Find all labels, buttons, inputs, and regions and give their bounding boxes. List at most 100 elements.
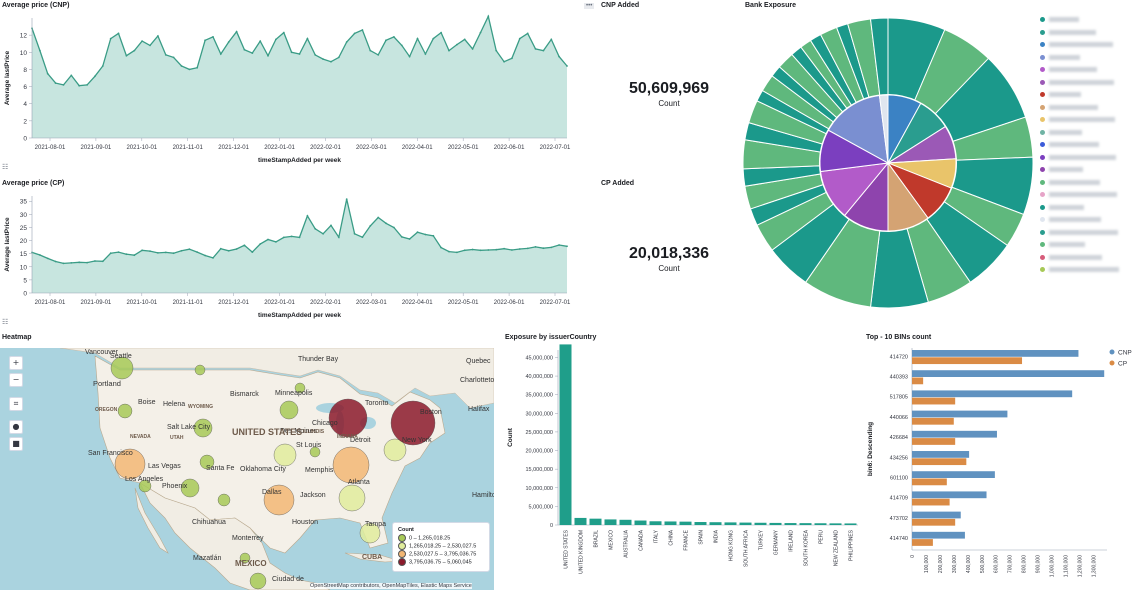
panel-menu-icon[interactable]: ☷	[2, 319, 9, 326]
city-label: Hamilton	[472, 492, 494, 499]
data-point	[550, 38, 553, 41]
bar	[814, 523, 827, 525]
legend-item[interactable]	[1040, 227, 1140, 240]
data-point	[322, 232, 324, 235]
legend-item[interactable]	[1040, 239, 1140, 252]
legend-item[interactable]	[1040, 27, 1140, 40]
legend-item[interactable]	[1040, 52, 1140, 65]
y-tick-label: 4	[23, 101, 27, 108]
map-bubble	[390, 400, 436, 446]
data-point	[424, 233, 427, 236]
y-tick-label: 0	[23, 136, 27, 143]
city-label: Halifax	[468, 406, 490, 413]
map-legend-item: 1,265,018.25 – 2,530,027.5	[398, 542, 484, 550]
data-point	[463, 38, 466, 41]
redacted-label	[1049, 79, 1114, 85]
data-point	[172, 252, 175, 255]
legend-item[interactable]	[1040, 127, 1140, 140]
x-tick-label: PERU	[819, 530, 825, 544]
city-label: UNITED STATES	[232, 427, 302, 437]
data-point	[385, 39, 387, 42]
legend-item[interactable]	[1040, 114, 1140, 127]
city-label: Seattle	[110, 353, 132, 360]
panel-menu-icon[interactable]: ☷	[2, 164, 9, 171]
x-tick-label: 200,000	[938, 555, 944, 573]
y-tick-label: 414740	[890, 536, 908, 542]
y-tick-label: 440066	[890, 415, 908, 421]
legend-item[interactable]	[1040, 164, 1140, 177]
legend-item[interactable]	[1040, 139, 1140, 152]
map-bubble	[180, 478, 200, 498]
data-point	[393, 226, 395, 229]
layers-icon[interactable]: ●	[9, 420, 23, 434]
bar	[709, 522, 722, 525]
x-tick-label: 2021-10-01	[126, 145, 157, 151]
legend-item[interactable]	[1040, 177, 1140, 190]
zoom-out-button[interactable]: −	[9, 373, 23, 387]
zoom-in-button[interactable]: +	[9, 356, 23, 370]
data-point	[157, 35, 159, 37]
legend-swatch	[1040, 204, 1045, 210]
legend-item[interactable]	[1040, 102, 1140, 115]
x-tick-label: 2022-06-01	[494, 145, 525, 151]
data-point	[243, 48, 246, 51]
bar	[649, 521, 662, 525]
canada-land	[59, 348, 494, 409]
legend-item[interactable]	[1040, 14, 1140, 27]
y-tick-label: 426684	[890, 435, 908, 441]
legend-item[interactable]	[1040, 64, 1140, 77]
x-axis-title: timeStampAdded per week	[258, 157, 341, 164]
x-tick-label: 2021-11-01	[173, 145, 204, 151]
city-label: Jackson	[300, 492, 326, 499]
data-point	[180, 249, 183, 252]
data-point	[495, 49, 498, 52]
city-label: Oklahoma City	[240, 466, 286, 473]
bar-cp	[912, 397, 956, 405]
legend-item[interactable]	[1040, 77, 1140, 90]
city-label: Memphis	[305, 467, 334, 474]
x-tick-label: BRAZIL	[594, 530, 600, 548]
y-tick-label: 45,000,000	[525, 355, 553, 361]
x-tick-label: MEXICO	[609, 530, 615, 550]
map-attribution[interactable]: OpenStreetMap contributors, OpenMapTiles…	[310, 583, 472, 589]
square-icon[interactable]: ■	[9, 437, 23, 451]
data-point	[219, 53, 222, 55]
legend-item[interactable]	[1040, 89, 1140, 102]
legend-item[interactable]	[1040, 152, 1140, 165]
legend-swatch	[1040, 117, 1045, 123]
data-point	[196, 66, 199, 69]
data-point	[448, 49, 450, 52]
crop-icon[interactable]: ⌗	[9, 397, 23, 411]
redacted-label	[1049, 92, 1081, 98]
legend-item[interactable]	[1040, 214, 1140, 227]
x-tick-label: 1,000,000	[1050, 555, 1056, 577]
y-tick-label: 25,000,000	[525, 430, 553, 436]
legend-item[interactable]	[1040, 202, 1140, 215]
panel-options-icon[interactable]: •••	[584, 3, 595, 9]
bank-exposure-title: Bank Exposure	[745, 2, 796, 9]
map-bubble	[194, 364, 206, 376]
legend-item[interactable]	[1040, 264, 1140, 277]
data-point	[471, 48, 474, 50]
legend-item[interactable]	[1040, 39, 1140, 52]
data-point	[172, 56, 175, 59]
legend-item[interactable]	[1040, 189, 1140, 202]
x-tick-label: 2021-08-01	[35, 145, 66, 151]
data-point	[251, 52, 254, 54]
city-label: Des Moines	[280, 428, 317, 435]
x-tick-label: UNITED KINGDOM	[579, 530, 585, 574]
cp-added-value: 20,018,336	[628, 245, 710, 262]
y-tick-label: 10	[20, 50, 28, 57]
x-tick-label: AUSTRALIA	[624, 529, 630, 557]
legend-swatch	[1040, 17, 1045, 23]
city-label: Dallas	[262, 489, 282, 496]
map-bubble	[117, 403, 133, 419]
city-label: Salt Lake City	[167, 424, 211, 431]
x-tick-label: 2022-01-01	[264, 300, 295, 306]
x-tick-label: 2022-07-01	[540, 300, 571, 306]
data-point	[526, 32, 529, 35]
data-point	[133, 49, 136, 52]
legend-item[interactable]	[1040, 252, 1140, 265]
legend-swatch	[1040, 267, 1045, 273]
map-bubble	[199, 454, 215, 470]
